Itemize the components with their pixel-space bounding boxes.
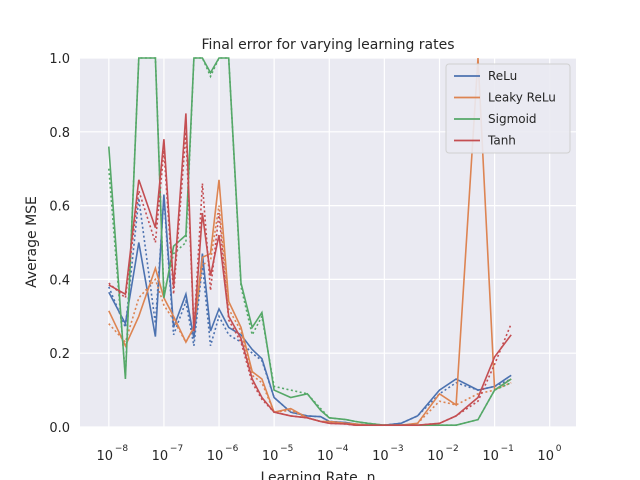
x-tick-label: 10: [97, 449, 114, 464]
y-ticks: 0.0 0.2 0.4 0.6 0.8 1.0: [49, 52, 70, 436]
x-tick-label: 10: [537, 449, 554, 464]
series-line-tanh: [108, 113, 512, 426]
legend-box: [445, 63, 571, 154]
y-axis-label: Average MSE: [24, 196, 40, 288]
x-tick-exponent: 0: [556, 444, 562, 454]
x-tick-exponent: −2: [445, 444, 458, 454]
x-tick-exponent: −3: [390, 444, 403, 454]
x-tick-label: 10: [262, 449, 279, 464]
x-tick-label: 10: [372, 449, 389, 464]
y-tick-label: 1.0: [49, 52, 70, 67]
series-lines: [108, 57, 512, 426]
x-tick-label: 10: [152, 449, 169, 464]
chart-title: Final error for varying learning rates: [201, 37, 454, 53]
legend-label-relu: ReLu: [488, 69, 517, 83]
y-tick-label: 0.6: [49, 200, 70, 215]
x-tick-label: 10: [427, 449, 444, 464]
x-tick-exponent: −4: [335, 444, 349, 454]
legend-label-leaky-relu: Leaky ReLu: [488, 91, 556, 105]
x-tick-exponent: −8: [115, 444, 129, 454]
x-tick-exponent: −6: [225, 444, 239, 454]
y-tick-label: 0.8: [49, 126, 70, 141]
x-tick-exponent: −5: [280, 444, 293, 454]
legend: ReLu Leaky ReLu Sigmoid Tanh: [445, 63, 571, 154]
series-dotted-relu: [108, 198, 512, 426]
x-tick-exponent: −7: [170, 444, 183, 454]
legend-label-sigmoid: Sigmoid: [488, 112, 537, 126]
x-tick-exponent: −1: [501, 444, 514, 454]
y-tick-label: 0.4: [49, 273, 70, 288]
x-tick-label: 10: [482, 449, 499, 464]
x-tick-label: 10: [207, 449, 224, 464]
legend-label-tanh: Tanh: [487, 134, 516, 148]
y-tick-label: 0.2: [49, 347, 70, 362]
series-line-relu: [108, 194, 512, 426]
y-tick-label: 0.0: [49, 421, 70, 436]
x-ticks: 10 −8 10 −7 10 −6 10 −5 10 −4 10 −3 10 −2 10 −1 10 0: [97, 444, 562, 464]
x-axis-label: Learning Rate, η: [260, 470, 375, 480]
x-tick-label: 10: [317, 449, 334, 464]
